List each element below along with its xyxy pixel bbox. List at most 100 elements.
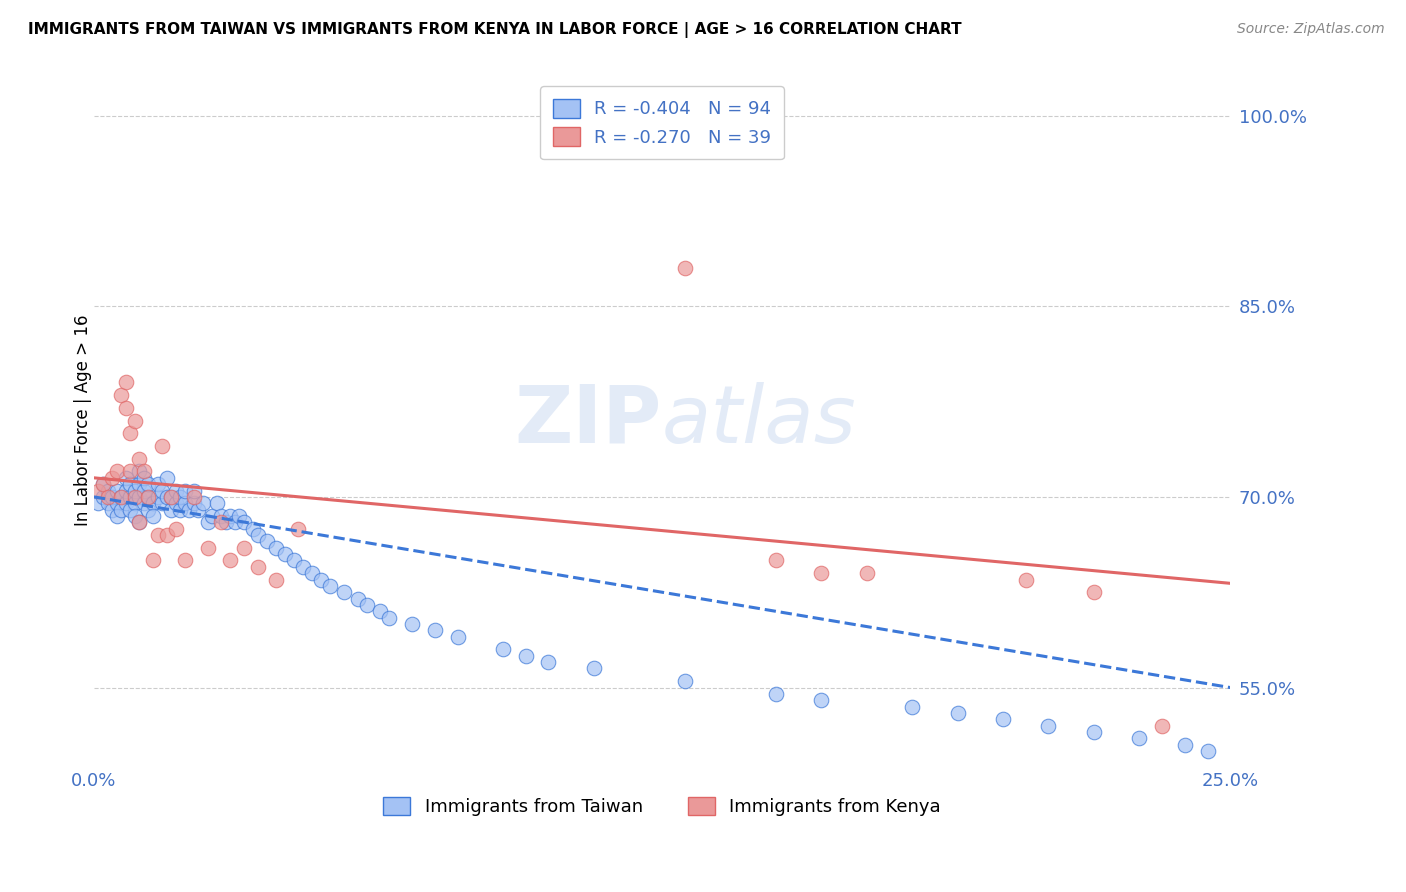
Point [219, 508, 242, 523]
Point [368, 604, 391, 618]
Point [114, 376, 136, 390]
Point [197, 516, 219, 530]
Point [309, 573, 332, 587]
Point [165, 522, 187, 536]
Point [132, 496, 155, 510]
Point [333, 585, 356, 599]
Point [150, 483, 173, 498]
Point [492, 642, 515, 657]
Point [232, 541, 254, 555]
Point [169, 502, 191, 516]
Point [156, 471, 179, 485]
Point [128, 451, 150, 466]
Point [124, 496, 146, 510]
Point [673, 261, 696, 276]
Point [110, 490, 132, 504]
Point [183, 496, 205, 510]
Point [150, 439, 173, 453]
Point [515, 648, 537, 663]
Point [191, 496, 214, 510]
Point [205, 496, 228, 510]
Point [97, 483, 120, 498]
Point [197, 541, 219, 555]
Point [1038, 719, 1060, 733]
Point [110, 502, 132, 516]
Point [105, 483, 128, 498]
Point [256, 534, 278, 549]
Point [91, 477, 114, 491]
Point [128, 490, 150, 504]
Legend: Immigrants from Taiwan, Immigrants from Kenya: Immigrants from Taiwan, Immigrants from … [375, 789, 948, 823]
Point [142, 553, 165, 567]
Point [765, 687, 787, 701]
Point [97, 490, 120, 504]
Point [183, 490, 205, 504]
Point [146, 477, 169, 491]
Point [114, 496, 136, 510]
Point [242, 522, 264, 536]
Point [346, 591, 368, 606]
Point [169, 490, 191, 504]
Point [810, 693, 832, 707]
Point [124, 483, 146, 498]
Point [97, 496, 120, 510]
Point [128, 465, 150, 479]
Point [1015, 573, 1038, 587]
Point [146, 490, 169, 504]
Point [120, 477, 142, 491]
Point [128, 516, 150, 530]
Point [187, 502, 209, 516]
Point [287, 522, 309, 536]
Y-axis label: In Labor Force | Age > 16: In Labor Force | Age > 16 [75, 315, 91, 526]
Point [901, 699, 924, 714]
Point [165, 483, 187, 498]
Point [215, 516, 238, 530]
Point [160, 490, 183, 504]
Point [120, 465, 142, 479]
Point [91, 477, 114, 491]
Point [110, 388, 132, 402]
Point [183, 483, 205, 498]
Point [87, 496, 110, 510]
Point [132, 483, 155, 498]
Point [1128, 731, 1150, 746]
Point [209, 508, 232, 523]
Point [101, 490, 124, 504]
Point [138, 477, 160, 491]
Point [224, 516, 246, 530]
Point [124, 414, 146, 428]
Point [765, 553, 787, 567]
Point [138, 490, 160, 504]
Point [110, 490, 132, 504]
Point [120, 490, 142, 504]
Point [101, 471, 124, 485]
Point [537, 655, 560, 669]
Point [105, 508, 128, 523]
Point [142, 508, 165, 523]
Point [138, 502, 160, 516]
Point [1083, 725, 1105, 739]
Point [201, 508, 224, 523]
Point [156, 490, 179, 504]
Point [87, 483, 110, 498]
Point [132, 465, 155, 479]
Point [356, 598, 378, 612]
Point [1083, 585, 1105, 599]
Point [319, 579, 342, 593]
Point [101, 502, 124, 516]
Point [173, 496, 195, 510]
Point [146, 528, 169, 542]
Point [1152, 719, 1174, 733]
Point [120, 426, 142, 441]
Point [156, 528, 179, 542]
Point [810, 566, 832, 581]
Point [378, 610, 401, 624]
Point [228, 508, 250, 523]
Point [246, 559, 269, 574]
Point [219, 553, 242, 567]
Point [855, 566, 877, 581]
Point [673, 674, 696, 689]
Point [150, 496, 173, 510]
Point [160, 490, 183, 504]
Point [401, 617, 423, 632]
